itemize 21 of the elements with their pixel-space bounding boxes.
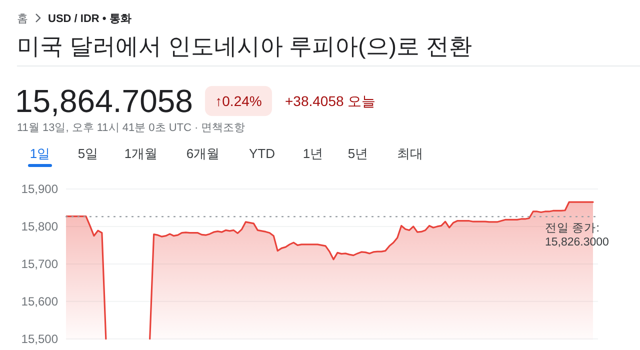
text: ↑0.24% bbox=[215, 93, 262, 109]
text: USD / IDR • 통화 bbox=[48, 13, 132, 25]
text: +38.4058 오늘 bbox=[285, 93, 376, 109]
text: 15,864.7058 bbox=[15, 83, 193, 119]
y-tick-label: 15,800 bbox=[21, 219, 58, 234]
y-tick-label: 15,700 bbox=[21, 256, 58, 271]
y-tick-label: 15,500 bbox=[21, 332, 58, 346]
text: 1년 bbox=[302, 146, 324, 161]
chart-title: 미국 달러에서 인도네시아 루피아(으)로 전환 bbox=[17, 33, 472, 59]
text: YTD bbox=[249, 146, 275, 161]
text: 1일 bbox=[30, 146, 50, 161]
text: 11월 13일, 오후 11시 41분 0초 UTC · 면책조항 bbox=[17, 122, 246, 134]
text: 6개월 bbox=[186, 146, 220, 161]
y-tick-label: 15,600 bbox=[21, 294, 58, 308]
text: 최대 bbox=[397, 146, 423, 161]
text: 1개월 bbox=[124, 146, 158, 161]
text: 홈 bbox=[17, 13, 28, 25]
text: 5년 bbox=[348, 146, 368, 161]
ref-line-label: 전일 종가: 15,826.3000 bbox=[545, 222, 609, 249]
y-tick-label: 15,900 bbox=[21, 182, 58, 196]
text: 5일 bbox=[78, 146, 98, 161]
